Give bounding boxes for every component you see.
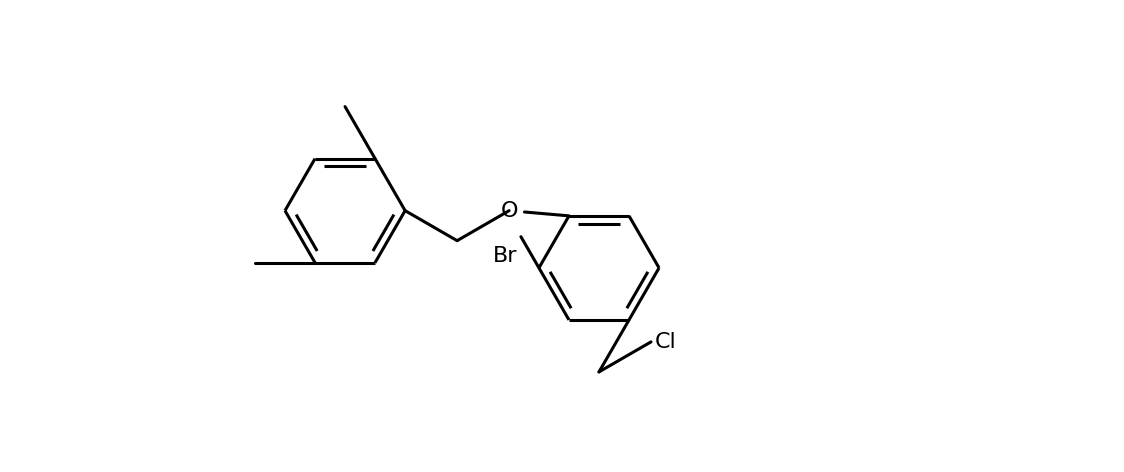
Text: Br: Br — [492, 246, 517, 266]
Text: Cl: Cl — [655, 332, 677, 352]
Text: O: O — [500, 201, 518, 220]
